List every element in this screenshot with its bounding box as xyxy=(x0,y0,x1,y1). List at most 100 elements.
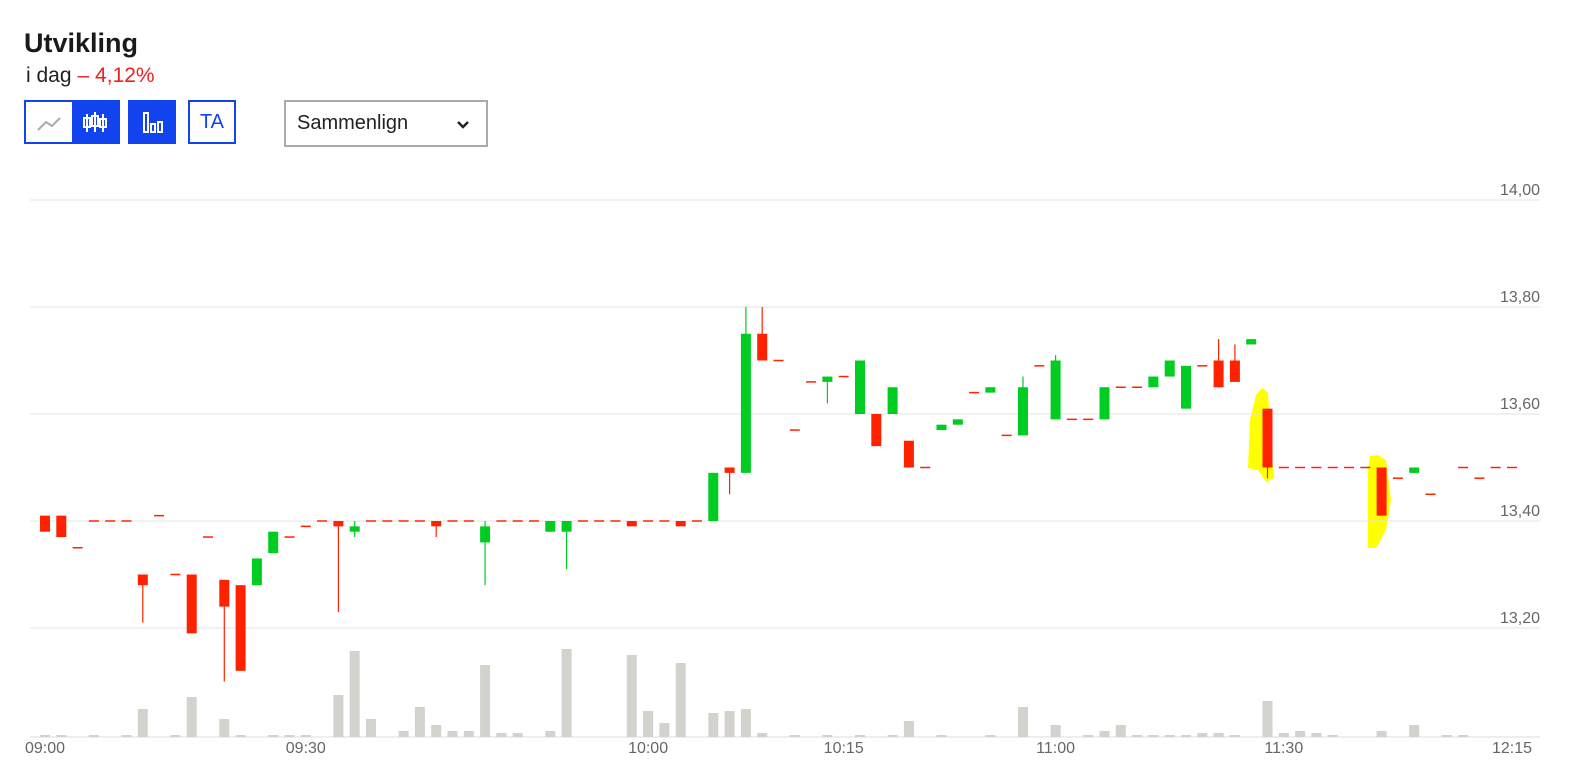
volume-bar xyxy=(284,735,295,737)
candle-body xyxy=(40,515,50,532)
volume-bar xyxy=(121,735,132,737)
candle-body xyxy=(626,521,637,527)
candle-body xyxy=(903,440,914,468)
y-tick-label: 13,60 xyxy=(1500,396,1540,413)
volume-bar xyxy=(1229,735,1240,737)
candle-body xyxy=(561,521,572,532)
volume-bar xyxy=(414,707,425,737)
volume-bar xyxy=(675,663,686,737)
x-tick-label: 10:15 xyxy=(824,740,864,757)
candle-body xyxy=(1409,467,1420,473)
y-tick-label: 13,20 xyxy=(1500,610,1540,627)
chevron xyxy=(457,121,469,129)
volume-bar xyxy=(496,733,507,737)
chart-type-toggle xyxy=(24,100,120,144)
candle-body xyxy=(1246,339,1257,345)
candle-body xyxy=(675,521,686,527)
volume-bar xyxy=(724,711,735,737)
candle-body xyxy=(871,414,882,447)
volume-bar xyxy=(186,697,197,737)
candle-body xyxy=(708,472,719,521)
title: Utvikling xyxy=(24,28,139,58)
x-tick-label: 09:00 xyxy=(25,740,65,757)
volume-bar xyxy=(349,651,360,737)
volume-bar xyxy=(1083,735,1094,737)
volume-bar xyxy=(626,655,637,737)
candle-body xyxy=(137,574,148,586)
y-tick-label: 13,80 xyxy=(1500,289,1540,306)
candle-body xyxy=(333,521,344,527)
candle-body xyxy=(268,531,279,554)
volume-bar xyxy=(985,735,996,737)
volume-bar xyxy=(903,721,914,737)
volume-bar xyxy=(512,733,523,737)
candle-body xyxy=(952,419,963,425)
volume-bar xyxy=(1115,725,1126,737)
volume-bar xyxy=(40,735,50,737)
volume-bar xyxy=(333,695,344,737)
volume-bar xyxy=(137,709,148,737)
compare-dropdown[interactable]: Sammenlign xyxy=(284,100,488,147)
candle-body xyxy=(1376,467,1387,516)
volume-bar xyxy=(1164,735,1175,737)
volume-bar xyxy=(1050,725,1061,737)
volume-bar xyxy=(219,719,230,737)
candle-body xyxy=(431,521,442,527)
candle-body xyxy=(1050,360,1061,420)
toggle-icons xyxy=(37,102,118,142)
y-tick-label: 14,00 xyxy=(1500,182,1540,199)
line-icon[interactable] xyxy=(37,117,61,131)
candle-body xyxy=(887,387,898,414)
ta-button[interactable]: TA xyxy=(188,100,236,144)
candle-body xyxy=(235,585,246,671)
volume-bar xyxy=(1376,731,1387,737)
volume-bar xyxy=(268,735,279,737)
volume-bar xyxy=(480,665,491,737)
volume-icon xyxy=(143,112,163,133)
volume-bar xyxy=(708,713,719,737)
volume-bar xyxy=(757,733,768,737)
candle-body xyxy=(1164,360,1175,377)
volume-button[interactable] xyxy=(128,100,176,144)
y-tick-label: 13,40 xyxy=(1500,503,1540,520)
volume-bar xyxy=(366,719,376,737)
volume-bar xyxy=(88,735,99,737)
candle-body xyxy=(757,333,768,361)
candle-icon[interactable] xyxy=(83,112,107,132)
x-tick-label: 10:00 xyxy=(628,740,668,757)
candle-body xyxy=(1229,360,1240,382)
volume-bar xyxy=(398,731,409,737)
candle-body xyxy=(1018,387,1028,436)
volume-bar xyxy=(1197,733,1208,737)
volume-bar xyxy=(659,723,670,737)
candle-body xyxy=(855,360,865,414)
x-tick-label: 12:15 xyxy=(1492,740,1532,757)
volume-bar xyxy=(447,731,458,737)
candle-body xyxy=(480,526,491,543)
volume-bar xyxy=(1181,735,1191,737)
candle-body xyxy=(1181,365,1191,409)
change: – 4,12% xyxy=(77,64,155,87)
volume-bar xyxy=(1278,733,1289,737)
volume-bar xyxy=(545,731,556,737)
volume-bar xyxy=(1409,725,1420,737)
volume-bar xyxy=(56,735,67,737)
volume-bar xyxy=(463,731,474,737)
candle-body xyxy=(1213,360,1224,388)
volume-bar xyxy=(822,735,833,737)
volume-bar xyxy=(936,735,947,737)
candle-body xyxy=(349,526,360,532)
volume-bar xyxy=(1099,731,1110,737)
candle-body xyxy=(219,579,230,607)
candle-body xyxy=(1262,408,1273,468)
volume-bar xyxy=(1132,735,1143,737)
volume-bar xyxy=(1262,701,1273,737)
volume-bar xyxy=(1311,733,1322,737)
volume-bar xyxy=(740,709,751,737)
volume-bar xyxy=(170,735,181,737)
period: i dag xyxy=(26,64,72,87)
candle-body xyxy=(936,424,947,431)
candle-body xyxy=(822,376,833,382)
